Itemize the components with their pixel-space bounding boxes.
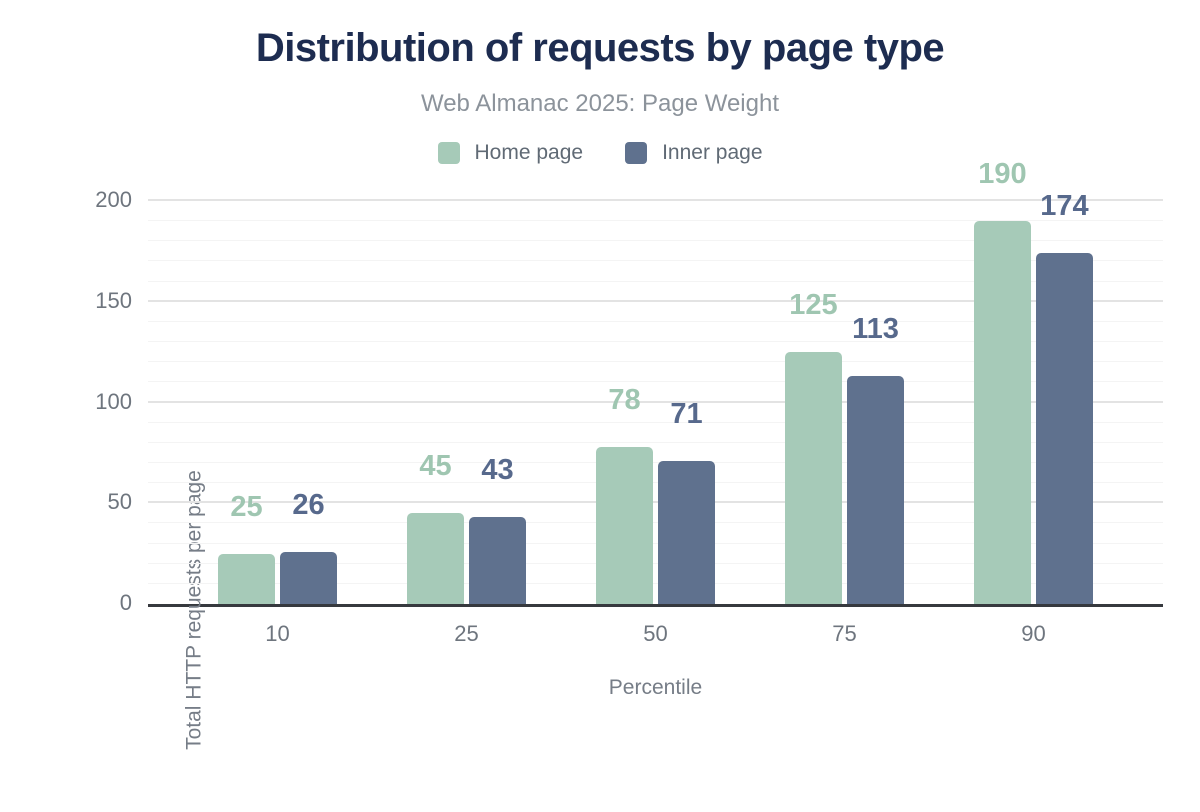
bar-group: 125 113 75 <box>785 204 904 646</box>
inner-page-bar[interactable] <box>280 551 337 604</box>
home-page-bar[interactable] <box>974 221 1031 604</box>
inner-page-bar[interactable] <box>1036 253 1093 604</box>
inner-page-value-label: 43 <box>481 454 514 487</box>
x-tick-label: 75 <box>832 621 857 646</box>
y-tick-label: 150 <box>95 287 132 313</box>
bar-group: 25 26 10 <box>218 204 337 646</box>
x-tick-label: 50 <box>643 621 668 646</box>
inner-page-value-label: 26 <box>292 488 325 521</box>
bar-groups: 25 26 10 45 43 25 78 71 50 125 113 75 190 174 90 <box>148 160 1163 646</box>
home-page-bar[interactable] <box>596 446 653 604</box>
legend: Home page Inner page <box>0 141 1200 165</box>
gridline <box>148 199 1163 201</box>
bar-group: 190 174 90 <box>974 160 1093 646</box>
legend-label-inner-page: Inner page <box>662 141 763 164</box>
home-page-swatch-icon <box>437 142 460 164</box>
legend-item-inner-page[interactable]: Inner page <box>625 141 763 165</box>
bar-group: 45 43 25 <box>407 204 526 646</box>
home-page-value-label: 78 <box>608 383 641 416</box>
inner-page-value-label: 113 <box>852 313 899 346</box>
home-page-value-label: 125 <box>789 289 838 322</box>
chart-subtitle: Web Almanac 2025: Page Weight <box>420 90 779 117</box>
inner-page-value-label: 71 <box>670 397 703 430</box>
x-tick-label: 90 <box>1021 621 1046 646</box>
x-axis-title: Percentile <box>608 676 703 699</box>
home-page-bar[interactable] <box>785 352 842 604</box>
inner-page-bar[interactable] <box>469 517 526 604</box>
home-page-value-label: 25 <box>230 490 263 523</box>
chart-title: Distribution of requests by page type <box>255 26 945 70</box>
y-tick-label: 0 <box>119 590 132 615</box>
bar-group: 78 71 50 <box>596 204 715 646</box>
x-tick-label: 10 <box>265 621 290 646</box>
chart-card: Distribution of requests by page type We… <box>0 26 1200 750</box>
home-page-bar[interactable] <box>407 513 464 604</box>
home-page-value-label: 190 <box>978 158 1027 191</box>
home-page-bar[interactable] <box>218 553 275 604</box>
legend-label-home-page: Home page <box>474 141 584 164</box>
plot-area: Total HTTP requests per page 0 50 100 150 20… <box>95 160 1163 750</box>
inner-page-swatch-icon <box>625 142 648 164</box>
home-page-value-label: 45 <box>419 450 452 483</box>
y-tick-label: 50 <box>107 489 132 515</box>
x-tick-label: 25 <box>454 621 479 646</box>
inner-page-bar[interactable] <box>658 460 715 604</box>
y-tick-label: 100 <box>95 388 132 414</box>
inner-page-bar[interactable] <box>847 376 904 604</box>
inner-page-value-label: 174 <box>1040 190 1089 223</box>
y-tick-label: 200 <box>95 187 132 212</box>
legend-item-home-page[interactable]: Home page <box>437 141 584 165</box>
